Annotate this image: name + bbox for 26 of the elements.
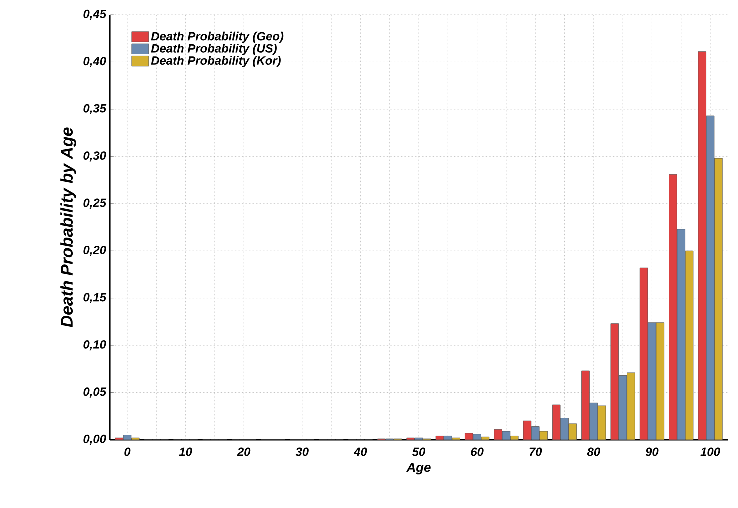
x-tick-label: 80	[587, 448, 600, 456]
y-axis-title: Death Probability by Age	[60, 128, 76, 328]
y-tick-label: 0,10	[84, 340, 106, 351]
y-tick-label: 0,05	[84, 388, 107, 398]
x-tick-label: 20	[237, 448, 251, 456]
y-tick-label: 0,15	[84, 293, 107, 304]
x-tick-label: 60	[471, 448, 484, 456]
y-tick-label: 0,30	[84, 152, 106, 162]
x-tick-label: 50	[412, 448, 426, 456]
y-tick-label: 0,20	[84, 246, 106, 256]
legend-label: Death Probability (Geo)	[151, 32, 284, 44]
y-tick-label: 0,45	[84, 10, 107, 20]
x-tick-label: 90	[646, 448, 659, 456]
x-axis-title: Age	[406, 463, 431, 475]
x-tick-label: 0	[124, 448, 131, 456]
y-tick-label: 0,25	[84, 198, 107, 209]
y-tick-label: 0,35	[84, 104, 107, 115]
legend-label: Death Probability (US)	[151, 44, 277, 56]
x-tick-label: 40	[354, 448, 368, 456]
x-tick-label: 70	[530, 448, 542, 456]
y-tick-label: 0,40	[84, 57, 106, 68]
legend-label: Death Probability (Kor)	[151, 56, 281, 68]
y-tick-label: 0,00	[84, 434, 106, 446]
x-tick-label: 10	[179, 448, 192, 456]
x-tick-label: 100	[700, 448, 720, 456]
x-tick-label: 30	[296, 448, 309, 456]
